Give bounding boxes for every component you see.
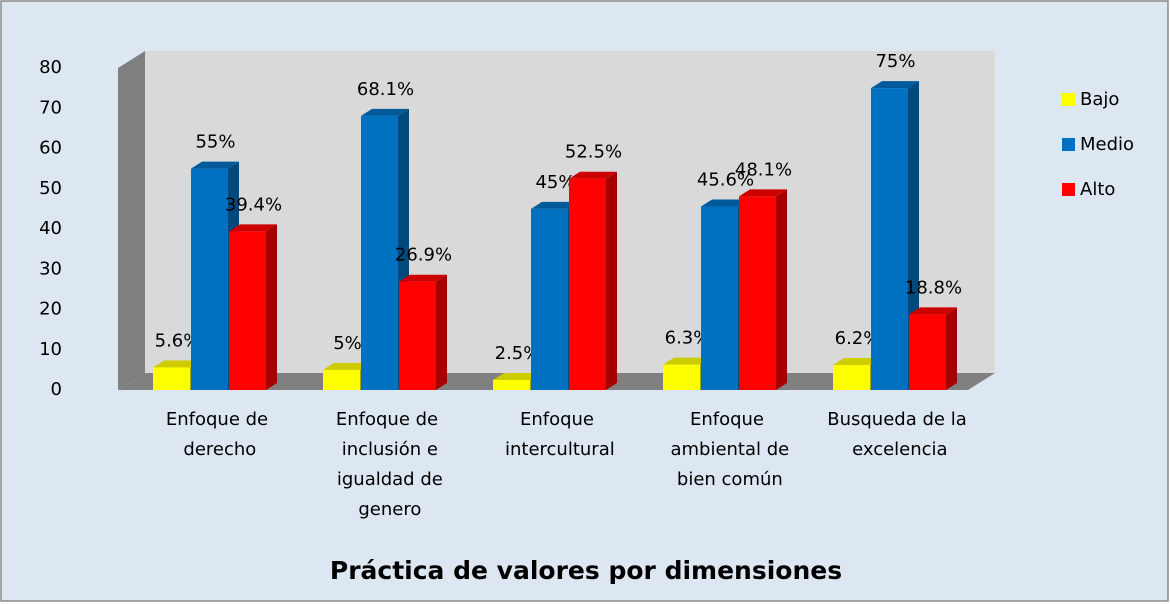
bar-top bbox=[701, 199, 749, 207]
bar-top bbox=[739, 189, 787, 197]
bar-top bbox=[229, 224, 277, 232]
data-label: 68.1% bbox=[357, 79, 414, 100]
bar-top bbox=[871, 81, 919, 89]
data-label: 18.8% bbox=[905, 277, 962, 298]
bar-top bbox=[909, 307, 957, 315]
legend-swatch bbox=[1062, 138, 1075, 151]
bar bbox=[229, 231, 266, 390]
data-label: 6.2% bbox=[835, 328, 881, 349]
bar bbox=[361, 115, 398, 391]
x-tick-label: Enfoque ambiental de bien común bbox=[665, 409, 790, 490]
x-tick-label: Enfoque de inclusión e igualdad de gener… bbox=[331, 409, 443, 520]
bar bbox=[739, 196, 776, 390]
bar-side bbox=[776, 189, 787, 390]
legend-swatch bbox=[1062, 93, 1075, 106]
y-tick-label: 70 bbox=[39, 97, 62, 118]
y-tick-label: 80 bbox=[39, 57, 62, 78]
bar-top bbox=[361, 108, 409, 116]
x-tick-label: Enfoque intercultural bbox=[499, 409, 614, 460]
bar-side bbox=[606, 171, 617, 390]
bar bbox=[323, 369, 360, 390]
bar bbox=[909, 314, 946, 390]
chart-title: Práctica de valores por dimensiones bbox=[330, 556, 842, 585]
y-tick-label: 50 bbox=[39, 178, 62, 199]
bar bbox=[701, 206, 738, 390]
data-label: 75% bbox=[875, 51, 915, 72]
data-label: 5% bbox=[333, 333, 362, 354]
bar-top bbox=[323, 362, 371, 370]
data-label: 39.4% bbox=[225, 194, 282, 215]
bar bbox=[663, 364, 700, 390]
data-label: 55% bbox=[195, 132, 235, 153]
bar-top bbox=[531, 201, 579, 209]
bar-top bbox=[663, 357, 711, 365]
bar-side bbox=[266, 224, 277, 390]
bar bbox=[531, 208, 568, 390]
x-tick-label: Enfoque de derecho bbox=[166, 409, 268, 460]
bar-side bbox=[946, 307, 957, 390]
y-tick-label: 60 bbox=[39, 138, 62, 159]
bar-side bbox=[436, 274, 447, 390]
legend-label: Medio bbox=[1080, 134, 1134, 155]
bar bbox=[191, 168, 228, 390]
x-tick-label: Busqueda de la excelencia bbox=[827, 409, 966, 460]
data-label: 6.3% bbox=[665, 328, 711, 349]
legend-label: Bajo bbox=[1080, 89, 1119, 110]
data-label: 5.6% bbox=[155, 330, 201, 351]
data-label: 2.5% bbox=[495, 343, 541, 364]
bar-top bbox=[399, 274, 447, 282]
legend-label: Alto bbox=[1080, 179, 1115, 200]
bar bbox=[399, 281, 436, 390]
y-tick-label: 10 bbox=[39, 339, 62, 360]
bar bbox=[871, 88, 908, 390]
bar-top bbox=[191, 161, 239, 169]
bar bbox=[833, 365, 870, 390]
y-tick-label: 40 bbox=[39, 218, 62, 239]
bar-top bbox=[153, 360, 201, 368]
data-label: 45% bbox=[535, 172, 575, 193]
data-label: 48.1% bbox=[735, 159, 792, 180]
bar bbox=[493, 379, 530, 390]
bar-top bbox=[493, 372, 541, 380]
data-label: 45.6% bbox=[697, 169, 754, 190]
bar-top bbox=[833, 358, 881, 366]
y-tick-label: 30 bbox=[39, 258, 62, 279]
bar bbox=[569, 178, 606, 390]
legend-swatch bbox=[1062, 183, 1075, 196]
side-wall bbox=[118, 51, 145, 390]
bar-top bbox=[569, 171, 617, 179]
y-tick-label: 20 bbox=[39, 299, 62, 320]
data-label: 26.9% bbox=[395, 245, 452, 266]
data-label: 52.5% bbox=[565, 142, 622, 163]
y-tick-label: 0 bbox=[51, 379, 62, 400]
bar bbox=[153, 367, 190, 390]
